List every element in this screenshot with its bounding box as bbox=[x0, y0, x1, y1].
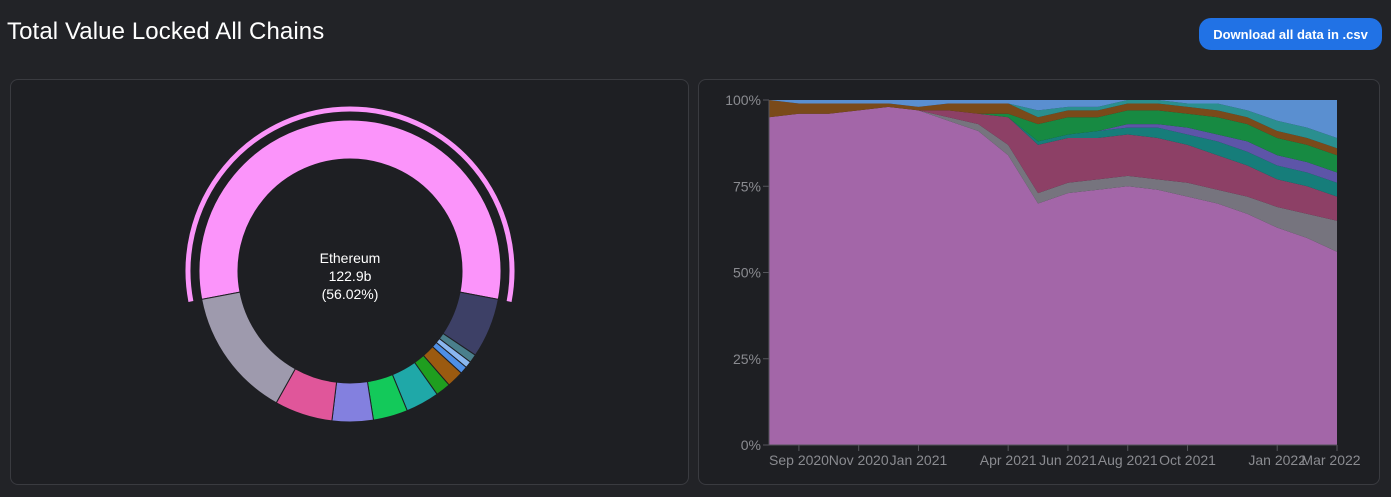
download-csv-button[interactable]: Download all data in .csv bbox=[1199, 18, 1382, 50]
y-tick-label: 75% bbox=[733, 178, 761, 194]
area-series-9 bbox=[769, 100, 1337, 138]
active-slice-percent: (56.02%) bbox=[322, 286, 379, 302]
x-tick-label: Jan 2021 bbox=[890, 452, 948, 468]
active-slice-highlight bbox=[185, 106, 515, 302]
y-tick-label: 100% bbox=[725, 92, 761, 108]
x-tick-label: Nov 2020 bbox=[829, 452, 889, 468]
area-series-4 bbox=[769, 106, 1337, 197]
active-slice-value: 122.9b bbox=[329, 268, 372, 284]
area-series-3 bbox=[769, 106, 1337, 221]
pie-slice-10[interactable] bbox=[331, 381, 375, 423]
area-series-8 bbox=[769, 100, 1337, 149]
y-tick-label: 0% bbox=[741, 437, 761, 453]
pie-chart[interactable]: Ethereum 122.9b (56.02%) bbox=[11, 80, 690, 486]
pie-chart-panel: Ethereum 122.9b (56.02%) bbox=[10, 79, 689, 485]
page-title: Total Value Locked All Chains bbox=[7, 18, 325, 45]
y-tick-label: 25% bbox=[733, 351, 761, 367]
area-series-7 bbox=[769, 100, 1337, 156]
active-slice-name: Ethereum bbox=[320, 250, 381, 266]
area-chart-panel: 0% 25% 50% 75% 100% Sep 2020 Nov 2020 Jan 2021 A… bbox=[698, 79, 1380, 485]
pie-slice-1[interactable] bbox=[198, 119, 502, 300]
area-series-1 bbox=[769, 106, 1337, 446]
pie-slice-12[interactable] bbox=[201, 291, 297, 404]
x-tick-label: Aug 2021 bbox=[1098, 452, 1158, 468]
area-series-6 bbox=[769, 106, 1337, 173]
y-tick-label: 50% bbox=[733, 265, 761, 281]
x-tick-label: Oct 2021 bbox=[1159, 452, 1216, 468]
x-tick-label: Mar 2022 bbox=[1301, 452, 1360, 468]
x-tick-label: Apr 2021 bbox=[980, 452, 1037, 468]
area-chart[interactable]: 0% 25% 50% 75% 100% Sep 2020 Nov 2020 Jan 2021 A… bbox=[699, 80, 1381, 486]
x-tick-label: Jun 2021 bbox=[1039, 452, 1097, 468]
x-tick-label: Jan 2022 bbox=[1248, 452, 1306, 468]
x-tick-label: Sep 2020 bbox=[769, 452, 829, 468]
